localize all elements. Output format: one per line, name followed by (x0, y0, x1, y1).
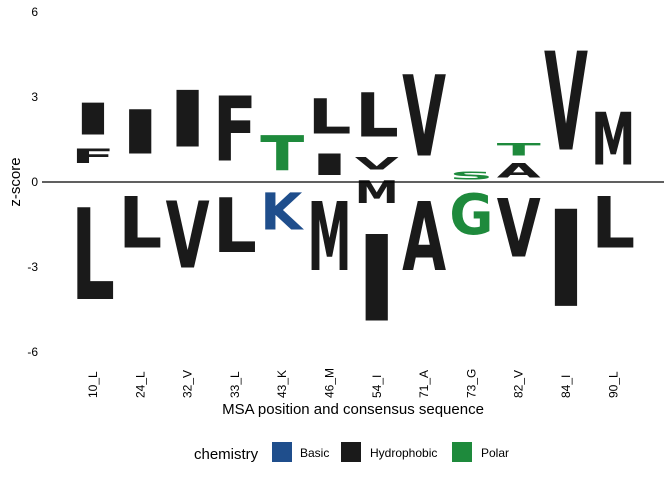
logo-letter-l: L (213, 183, 257, 270)
logo-letter-m: M (308, 184, 352, 293)
legend-swatch-basic (272, 442, 292, 462)
x-axis-ticks: 10_L 24_L 32_V 33_L 43_K 46_M 54_I 71_A 73_G 82_V… (86, 368, 620, 398)
logo-letter-a: A (497, 160, 541, 182)
legend-swatch-polar (452, 442, 472, 462)
logo-letter-g: G (449, 182, 493, 247)
x-tick-label: 24_L (133, 371, 147, 398)
logo-letter-m: M (355, 174, 399, 211)
logo-letter-f: F (213, 79, 257, 182)
logo-letter-k: K (260, 183, 304, 242)
logo-letter-i: I (308, 148, 352, 182)
x-tick-label: 54_I (370, 375, 384, 398)
legend-title: chemistry (194, 446, 259, 463)
logo-letter-a: A (402, 184, 446, 293)
legend-label-hydrophobic: Hydrophobic (370, 446, 437, 460)
x-tick-label: 82_V (512, 370, 526, 398)
x-tick-label: 71_A (417, 370, 431, 398)
x-tick-label: 46_M (323, 368, 337, 398)
logo-letter-v: V (497, 184, 541, 276)
x-tick-label: 43_K (275, 370, 289, 398)
logo-letter-l: L (118, 183, 162, 265)
logo-letter-i: I (118, 98, 162, 168)
logo-letter-i: I (544, 182, 588, 337)
logo-letter-l: L (355, 81, 399, 151)
y-tick-label: -3 (27, 260, 38, 274)
y-tick-label: -6 (27, 345, 38, 359)
logo-letter-v: V (402, 52, 446, 182)
logo-letter-v: V (544, 23, 588, 182)
y-axis-title: z-score (7, 157, 24, 206)
logo-letter-v: V (166, 183, 210, 290)
logo-letter-l: L (308, 90, 352, 146)
logo-letter-t: T (260, 126, 304, 182)
logo-letter-l: L (71, 183, 115, 329)
y-axis-ticks: -6 -3 0 3 6 (27, 5, 38, 359)
y-tick-label: 3 (31, 90, 38, 104)
logo-letter-i: I (355, 210, 399, 348)
logo-letter-s: S (449, 169, 493, 182)
x-tick-label: 32_V (181, 370, 195, 398)
legend-swatch-hydrophobic (341, 442, 361, 462)
logo-letter-t: T (497, 140, 541, 160)
x-tick-label: 10_L (86, 371, 100, 398)
x-tick-label: 73_G (464, 369, 478, 398)
logo-letter-i: I (166, 74, 210, 165)
legend-label-basic: Basic (300, 446, 329, 460)
legend-label-polar: Polar (481, 446, 509, 460)
y-tick-label: 0 (31, 175, 38, 189)
x-tick-label: 84_I (559, 375, 573, 398)
logo-letter-v: V (355, 154, 400, 174)
logo-letter-m: M (591, 98, 635, 183)
logo-letter-l: L (591, 183, 635, 265)
x-tick-label: 90_L (606, 371, 620, 398)
x-tick-label: 33_L (228, 371, 242, 398)
legend: chemistry Basic Hydrophobic Polar (194, 442, 509, 463)
logo-letter-f: F (71, 146, 115, 168)
y-tick-label: 6 (31, 5, 38, 19)
logo-letter-i: I (71, 95, 115, 146)
x-axis-title: MSA position and consensus sequence (222, 401, 484, 418)
